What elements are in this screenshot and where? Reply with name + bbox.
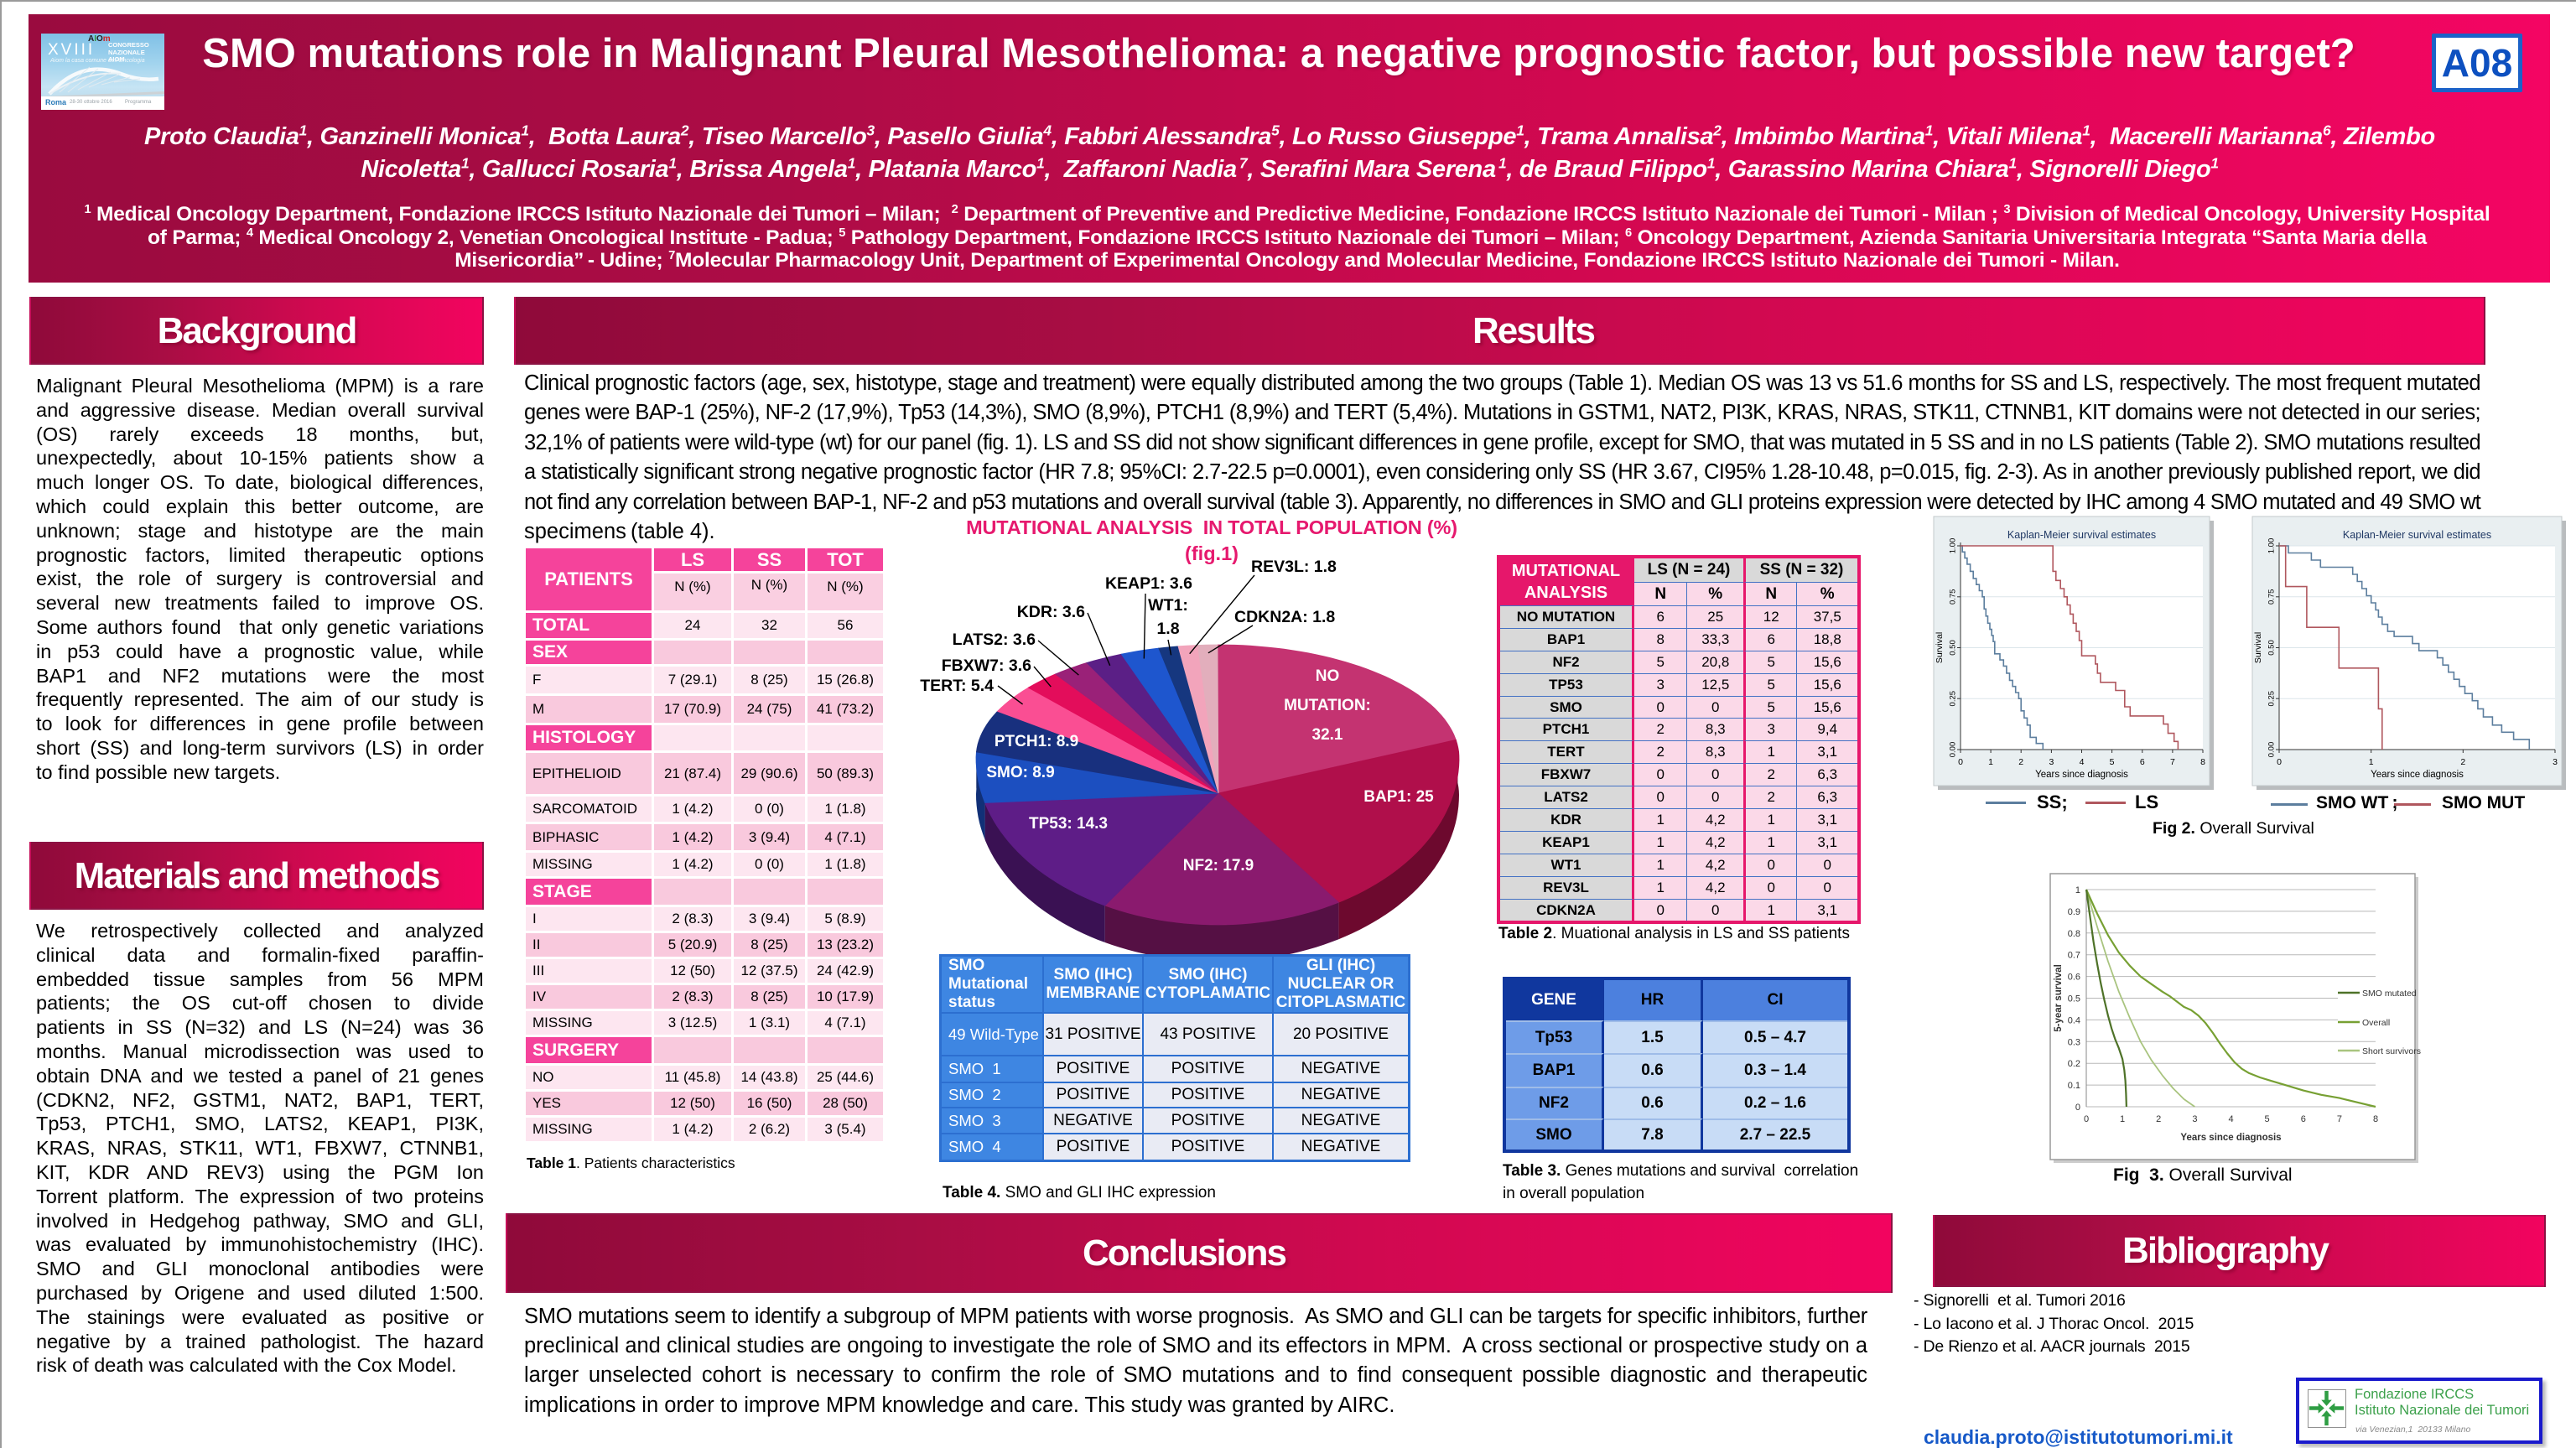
svg-text:0.9: 0.9	[2068, 907, 2080, 917]
svg-text:0.25: 0.25	[1949, 691, 1958, 707]
svg-text:0.4: 0.4	[2068, 1015, 2080, 1025]
svg-text:32.1: 32.1	[1312, 726, 1343, 744]
svg-text:Years since diagnosis: Years since diagnosis	[2035, 770, 2128, 780]
svg-text:1.00: 1.00	[2267, 538, 2277, 554]
svg-text:0.2: 0.2	[2068, 1059, 2080, 1069]
svg-text:BAP1: 25: BAP1: 25	[1363, 788, 1434, 806]
svg-text:0.25: 0.25	[2267, 691, 2277, 707]
svg-text:5: 5	[2110, 757, 2115, 767]
svg-text:4: 4	[2080, 757, 2085, 767]
svg-text:6: 6	[2140, 757, 2145, 767]
svg-text:0.75: 0.75	[1949, 589, 1958, 605]
svg-text:0: 0	[2084, 1114, 2089, 1124]
svg-text:Years since diagnosis: Years since diagnosis	[2371, 770, 2464, 780]
svg-text:NO: NO	[1316, 667, 1340, 685]
svg-text:3: 3	[2553, 757, 2558, 767]
svg-text:Kaplan-Meier survival estimate: Kaplan-Meier survival estimates	[2343, 529, 2491, 541]
svg-text:8: 8	[2200, 757, 2205, 767]
svg-text:0: 0	[1958, 757, 1963, 767]
svg-text:CDKN2A: 1.8: CDKN2A: 1.8	[1234, 608, 1335, 626]
svg-text:0: 0	[2075, 1103, 2080, 1113]
svg-text:0.75: 0.75	[2267, 589, 2277, 605]
svg-text:0: 0	[2277, 757, 2282, 767]
svg-text:2: 2	[2018, 757, 2023, 767]
svg-text:LATS2: 3.6: LATS2: 3.6	[953, 631, 1036, 649]
svg-text:0.7: 0.7	[2068, 951, 2080, 961]
svg-text:1: 1	[2369, 757, 2374, 767]
svg-text:REV3L: 1.8: REV3L: 1.8	[1251, 558, 1337, 576]
svg-text:Survival: Survival	[2253, 632, 2263, 663]
svg-text:Years since diagnosis: Years since diagnosis	[2180, 1133, 2281, 1143]
svg-text:TP53: 14.3: TP53: 14.3	[1029, 815, 1108, 833]
svg-text:8: 8	[2373, 1114, 2378, 1124]
svg-text:2: 2	[2460, 757, 2465, 767]
svg-text:7: 7	[2170, 757, 2175, 767]
svg-text:0.8: 0.8	[2068, 929, 2080, 939]
svg-text:4: 4	[2228, 1114, 2233, 1124]
svg-text:2: 2	[2156, 1114, 2161, 1124]
svg-text:KDR: 3.6: KDR: 3.6	[1017, 603, 1085, 621]
svg-text:1: 1	[2075, 885, 2080, 895]
svg-text:0.1: 0.1	[2068, 1081, 2080, 1091]
svg-text:MUTATION:: MUTATION:	[1284, 697, 1371, 714]
svg-text:1: 1	[2120, 1114, 2125, 1124]
svg-text:5-year survival: 5-year survival	[2054, 964, 2064, 1032]
svg-text:Short survivors: Short survivors	[2362, 1046, 2421, 1056]
svg-text:SMO mutated: SMO mutated	[2362, 989, 2417, 999]
svg-text:3: 3	[2049, 757, 2054, 767]
svg-text:Kaplan-Meier survival estimate: Kaplan-Meier survival estimates	[2007, 529, 2156, 541]
svg-text:WT1:: WT1:	[1148, 596, 1188, 615]
svg-text:Survival: Survival	[1935, 632, 1945, 663]
svg-text:0.00: 0.00	[1949, 742, 1958, 758]
svg-text:0.5: 0.5	[2068, 994, 2080, 1004]
svg-text:0.50: 0.50	[2267, 640, 2277, 656]
svg-text:1.8: 1.8	[1156, 620, 1179, 638]
svg-text:0.6: 0.6	[2068, 973, 2080, 983]
svg-text:3: 3	[2192, 1114, 2197, 1124]
svg-text:SMO: 8.9: SMO: 8.9	[986, 764, 1054, 781]
svg-text:1.00: 1.00	[1949, 538, 1958, 554]
svg-text:TERT: 5.4: TERT: 5.4	[920, 677, 994, 695]
svg-text:6: 6	[2301, 1114, 2306, 1124]
svg-text:FBXW7: 3.6: FBXW7: 3.6	[942, 657, 1031, 675]
svg-text:PTCH1: 8.9: PTCH1: 8.9	[995, 733, 1078, 750]
svg-text:5: 5	[2265, 1114, 2270, 1124]
svg-text:1: 1	[1988, 757, 1993, 767]
svg-text:0.3: 0.3	[2068, 1037, 2080, 1047]
svg-text:7: 7	[2337, 1114, 2342, 1124]
svg-text:Overall: Overall	[2362, 1018, 2390, 1028]
svg-text:NF2: 17.9: NF2: 17.9	[1183, 857, 1254, 875]
svg-text:KEAP1: 3.6: KEAP1: 3.6	[1105, 574, 1192, 593]
svg-text:0.00: 0.00	[2267, 742, 2277, 758]
svg-text:0.50: 0.50	[1949, 640, 1958, 656]
